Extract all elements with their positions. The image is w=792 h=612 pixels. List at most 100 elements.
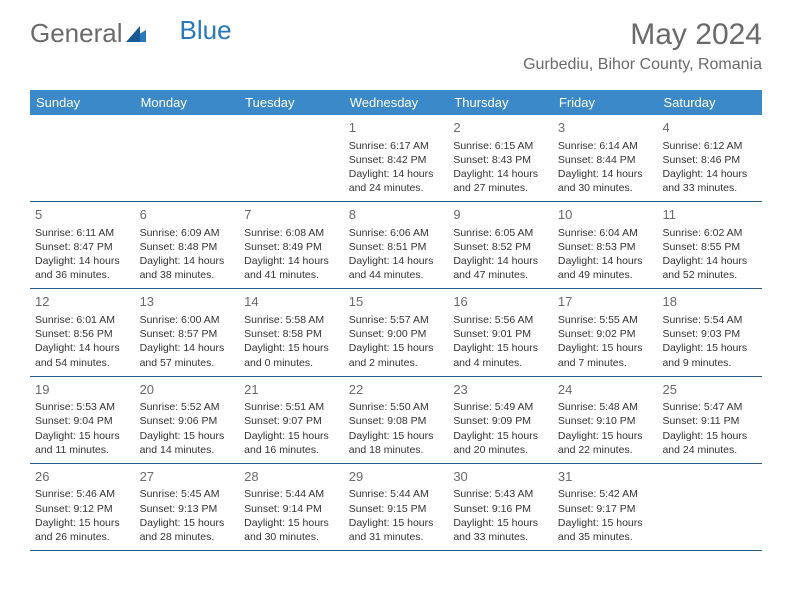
day-info-line: Sunrise: 5:42 AM [558,487,653,501]
day-cell: 12Sunrise: 6:01 AMSunset: 8:56 PMDayligh… [30,289,135,375]
day-info-line: and 28 minutes. [140,530,235,544]
day-info-line: Sunset: 8:49 PM [244,240,339,254]
day-info-line: Sunrise: 5:57 AM [349,313,444,327]
day-cell: 5Sunrise: 6:11 AMSunset: 8:47 PMDaylight… [30,202,135,288]
day-info-line: and 18 minutes. [349,443,444,457]
day-info-line: Daylight: 14 hours [140,341,235,355]
day-info-line: and 2 minutes. [349,356,444,370]
day-info-line: Sunset: 8:44 PM [558,153,653,167]
day-info-line: Sunrise: 5:51 AM [244,400,339,414]
day-info-line: and 33 minutes. [662,181,757,195]
day-info-line: and 44 minutes. [349,268,444,282]
day-info-line: and 0 minutes. [244,356,339,370]
day-info-line: Daylight: 15 hours [558,341,653,355]
location-text: Gurbediu, Bihor County, Romania [523,56,762,74]
day-info-line: Daylight: 15 hours [349,516,444,530]
day-number: 22 [349,381,444,399]
day-cell: 8Sunrise: 6:06 AMSunset: 8:51 PMDaylight… [344,202,449,288]
day-info-line: Sunset: 8:56 PM [35,327,130,341]
day-number: 11 [662,206,757,224]
day-header-cell: Wednesday [344,90,449,115]
day-number: 14 [244,293,339,311]
day-info-line: Sunrise: 5:54 AM [662,313,757,327]
day-info-line: and 4 minutes. [453,356,548,370]
day-info-line: Sunset: 8:42 PM [349,153,444,167]
week-row: 12 Sunrise: 6:01 AMSunset: 8:56 PM Dayligh… [30,289,762,376]
day-info-line: Daylight: 14 hours [349,254,444,268]
day-info-line: and 27 minutes. [453,181,548,195]
day-info-line: Daylight: 15 hours [244,429,339,443]
day-cell: 25Sunrise: 5:47 AMSunset: 9:11 PMDayligh… [657,377,762,463]
day-info-line: Daylight: 15 hours [244,341,339,355]
day-number: 2 [453,119,548,137]
day-info-line: Sunset: 9:04 PM [35,414,130,428]
day-info-line: Sunset: 9:13 PM [140,502,235,516]
day-number: 4 [662,119,757,137]
day-info-line: Daylight: 15 hours [244,516,339,530]
day-info-line: Sunrise: 5:53 AM [35,400,130,414]
day-info-line: and 24 minutes. [349,181,444,195]
day-header-cell: Sunday [30,90,135,115]
day-cell: 21Sunrise: 5:51 AMSunset: 9:07 PMDayligh… [239,377,344,463]
day-info-line: Sunrise: 6:08 AM [244,226,339,240]
day-cell: 30Sunrise: 5:43 AMSunset: 9:16 PMDayligh… [448,464,553,550]
logo-text-a: General [30,18,123,49]
day-info-line: Sunrise: 6:12 AM [662,139,757,153]
day-cell: 16Sunrise: 5:56 AMSunset: 9:01 PMDayligh… [448,289,553,375]
day-number: 13 [140,293,235,311]
page-header: General Blue May 2024 Gurbediu, Bihor Co… [0,0,792,82]
calendar: SundayMondayTuesdayWednesdayThursdayFrid… [30,90,762,551]
day-info-line: Sunrise: 6:14 AM [558,139,653,153]
empty-day-cell [657,464,762,550]
day-info-line: Daylight: 14 hours [140,254,235,268]
day-cell: 26Sunrise: 5:46 AMSunset: 9:12 PMDayligh… [30,464,135,550]
day-info-line: Sunset: 8:53 PM [558,240,653,254]
day-info-line: Sunrise: 5:44 AM [244,487,339,501]
day-number: 30 [453,468,548,486]
day-cell: 13Sunrise: 6:00 AMSunset: 8:57 PMDayligh… [135,289,240,375]
day-info-line: Sunrise: 5:47 AM [662,400,757,414]
day-info-line: Sunrise: 6:01 AM [35,313,130,327]
day-info-line: Daylight: 14 hours [244,254,339,268]
day-cell: 27Sunrise: 5:45 AMSunset: 9:13 PMDayligh… [135,464,240,550]
day-info-line: Sunset: 9:17 PM [558,502,653,516]
day-info-line: Sunset: 9:12 PM [35,502,130,516]
day-info-line: Sunset: 8:57 PM [140,327,235,341]
empty-day-cell [30,115,135,201]
day-info-line: Daylight: 15 hours [349,341,444,355]
day-cell: 6Sunrise: 6:09 AMSunset: 8:48 PMDaylight… [135,202,240,288]
day-cell: 10Sunrise: 6:04 AMSunset: 8:53 PMDayligh… [553,202,658,288]
day-info-line: and 41 minutes. [244,268,339,282]
day-info-line: Sunrise: 6:15 AM [453,139,548,153]
day-info-line: and 47 minutes. [453,268,548,282]
day-info-line: Sunrise: 5:52 AM [140,400,235,414]
day-info-line: Daylight: 14 hours [558,167,653,181]
day-info-line: and 26 minutes. [35,530,130,544]
day-cell: 20Sunrise: 5:52 AMSunset: 9:06 PMDayligh… [135,377,240,463]
day-info-line: Daylight: 14 hours [35,254,130,268]
day-info-line: Daylight: 15 hours [558,516,653,530]
day-number: 5 [35,206,130,224]
day-info-line: Sunset: 8:43 PM [453,153,548,167]
day-info-line: Sunset: 9:08 PM [349,414,444,428]
day-info-line: Sunset: 8:48 PM [140,240,235,254]
week-row: 1Sunrise: 6:17 AMSunset: 8:42 PMDaylight… [30,115,762,202]
day-number: 21 [244,381,339,399]
day-info-line: Sunrise: 6:02 AM [662,226,757,240]
day-info-line: Daylight: 14 hours [662,167,757,181]
day-number: 12 [35,293,130,311]
day-info-line: Sunrise: 5:44 AM [349,487,444,501]
day-info-line: Daylight: 15 hours [140,516,235,530]
day-info-line: Sunset: 9:10 PM [558,414,653,428]
day-info-line: and 36 minutes. [35,268,130,282]
day-info-line: Sunset: 8:58 PM [244,327,339,341]
day-info-line: and 52 minutes. [662,268,757,282]
day-info-line: Daylight: 15 hours [558,429,653,443]
week-row: 26Sunrise: 5:46 AMSunset: 9:12 PMDayligh… [30,464,762,551]
day-number: 28 [244,468,339,486]
day-header-cell: Monday [135,90,240,115]
day-info-line: and 30 minutes. [244,530,339,544]
day-number: 18 [662,293,757,311]
day-info-line: and 49 minutes. [558,268,653,282]
day-cell: 7Sunrise: 6:08 AMSunset: 8:49 PMDaylight… [239,202,344,288]
